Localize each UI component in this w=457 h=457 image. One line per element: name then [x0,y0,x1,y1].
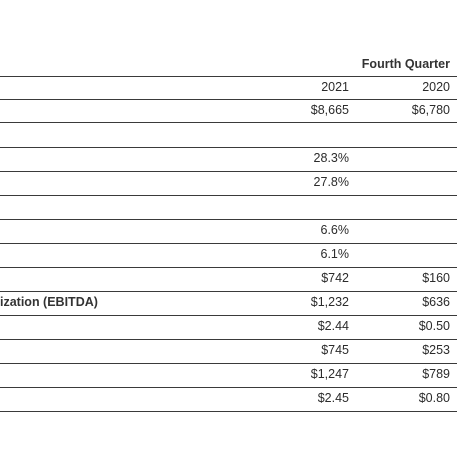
row-label-ebitda: ization (EBITDA) [0,295,98,309]
table-rule [0,147,457,148]
column-header-row: 2021 2020 [0,76,457,99]
table-rule [0,99,457,100]
table-rule [0,195,457,196]
table-rule [0,339,457,340]
table-rule [0,291,457,292]
table-row: $8,665 $6,780 [0,99,457,122]
value-2021: $2.45 [317,391,349,405]
table-rule [0,243,457,244]
table-rule [0,219,457,220]
table-row: 27.8% [0,171,457,194]
value-2021: 6.1% [320,247,350,261]
value-2020: $636 [422,295,450,309]
table-row: $745 $253 [0,339,457,362]
table-row: $2.44 $0.50 [0,315,457,338]
table-row: ization (EBITDA) $1,232 $636 [0,291,457,314]
value-2021: $8,665 [310,103,349,117]
table-row [0,122,457,145]
table-row: $2.45 $0.80 [0,387,457,410]
table-rule [0,315,457,316]
table-row: 6.6% [0,219,457,242]
value-2021: 6.6% [320,223,350,237]
value-2020: $0.50 [418,319,450,333]
table-rule [0,267,457,268]
fourth-quarter-header: Fourth Quarter [361,57,450,71]
table-rule [0,387,457,388]
table-row: 6.1% [0,243,457,266]
value-2020: $0.80 [418,391,450,405]
table-rule [0,363,457,364]
table-row: 28.3% [0,147,457,170]
value-2020: $160 [422,271,450,285]
table-row: $742 $160 [0,267,457,290]
value-2021: $2.44 [317,319,349,333]
value-2021: $742 [321,271,349,285]
value-2021: $745 [321,343,349,357]
value-2021: $1,247 [310,367,349,381]
value-2021: $1,232 [310,295,349,309]
value-2020: $789 [422,367,450,381]
value-2021: 28.3% [313,151,349,165]
table-rule [0,76,457,77]
column-header-2021: 2021 [321,80,349,94]
table-row [0,195,457,218]
table-rule [0,122,457,123]
value-2020: $253 [422,343,450,357]
table-rule [0,411,457,412]
table-row: $1,247 $789 [0,363,457,386]
column-header-2020: 2020 [422,80,450,94]
value-2021: 27.8% [313,175,349,189]
table-rule [0,171,457,172]
value-2020: $6,780 [411,103,450,117]
